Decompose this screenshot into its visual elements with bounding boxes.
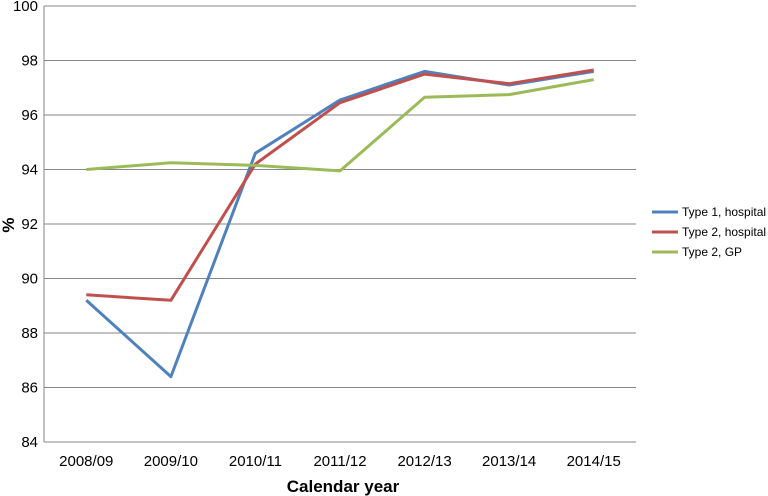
series-line-3: [86, 78, 594, 173]
x-tick-label: 2013/14: [482, 453, 536, 470]
x-tick-label: 2009/10: [144, 453, 198, 470]
y-tick-label: 92: [21, 216, 38, 233]
y-tick-label: 96: [21, 107, 38, 124]
y-tick-label: 90: [21, 271, 38, 288]
y-tick-label: 84: [21, 434, 38, 451]
legend-label: Type 1, hospital: [682, 205, 766, 219]
series-line-2: [86, 68, 594, 302]
legend-label: Type 2, GP: [682, 245, 742, 259]
series-lines: [85, 68, 594, 379]
x-tick-label: 2011/12: [313, 453, 366, 470]
x-tick-label: 2012/13: [397, 453, 451, 470]
legend: Type 1, hospital Type 2, hospital Type 2, …: [652, 205, 766, 259]
y-tick-label: 88: [21, 325, 38, 342]
legend-label: Type 2, hospital: [682, 225, 766, 239]
x-tick-label: 2008/09: [59, 453, 113, 470]
y-axis-title: %: [0, 217, 18, 232]
x-tick-label: 2010/11: [229, 453, 282, 470]
x-tick-label: 2014/15: [567, 453, 621, 470]
x-tick-labels: 2008/09 2009/10 2010/11 2011/12 2012/13 2013/…: [59, 453, 621, 470]
y-tick-label: 98: [21, 53, 38, 70]
y-tick-label: 86: [21, 380, 38, 397]
gridlines: [43, 5, 636, 443]
x-axis-title: Calendar year: [287, 477, 400, 496]
y-tick-labels: 84 86 88 90 92 94 96 98 100: [13, 0, 38, 451]
y-tick-label: 94: [21, 162, 38, 179]
y-tick-label: 100: [13, 0, 38, 15]
